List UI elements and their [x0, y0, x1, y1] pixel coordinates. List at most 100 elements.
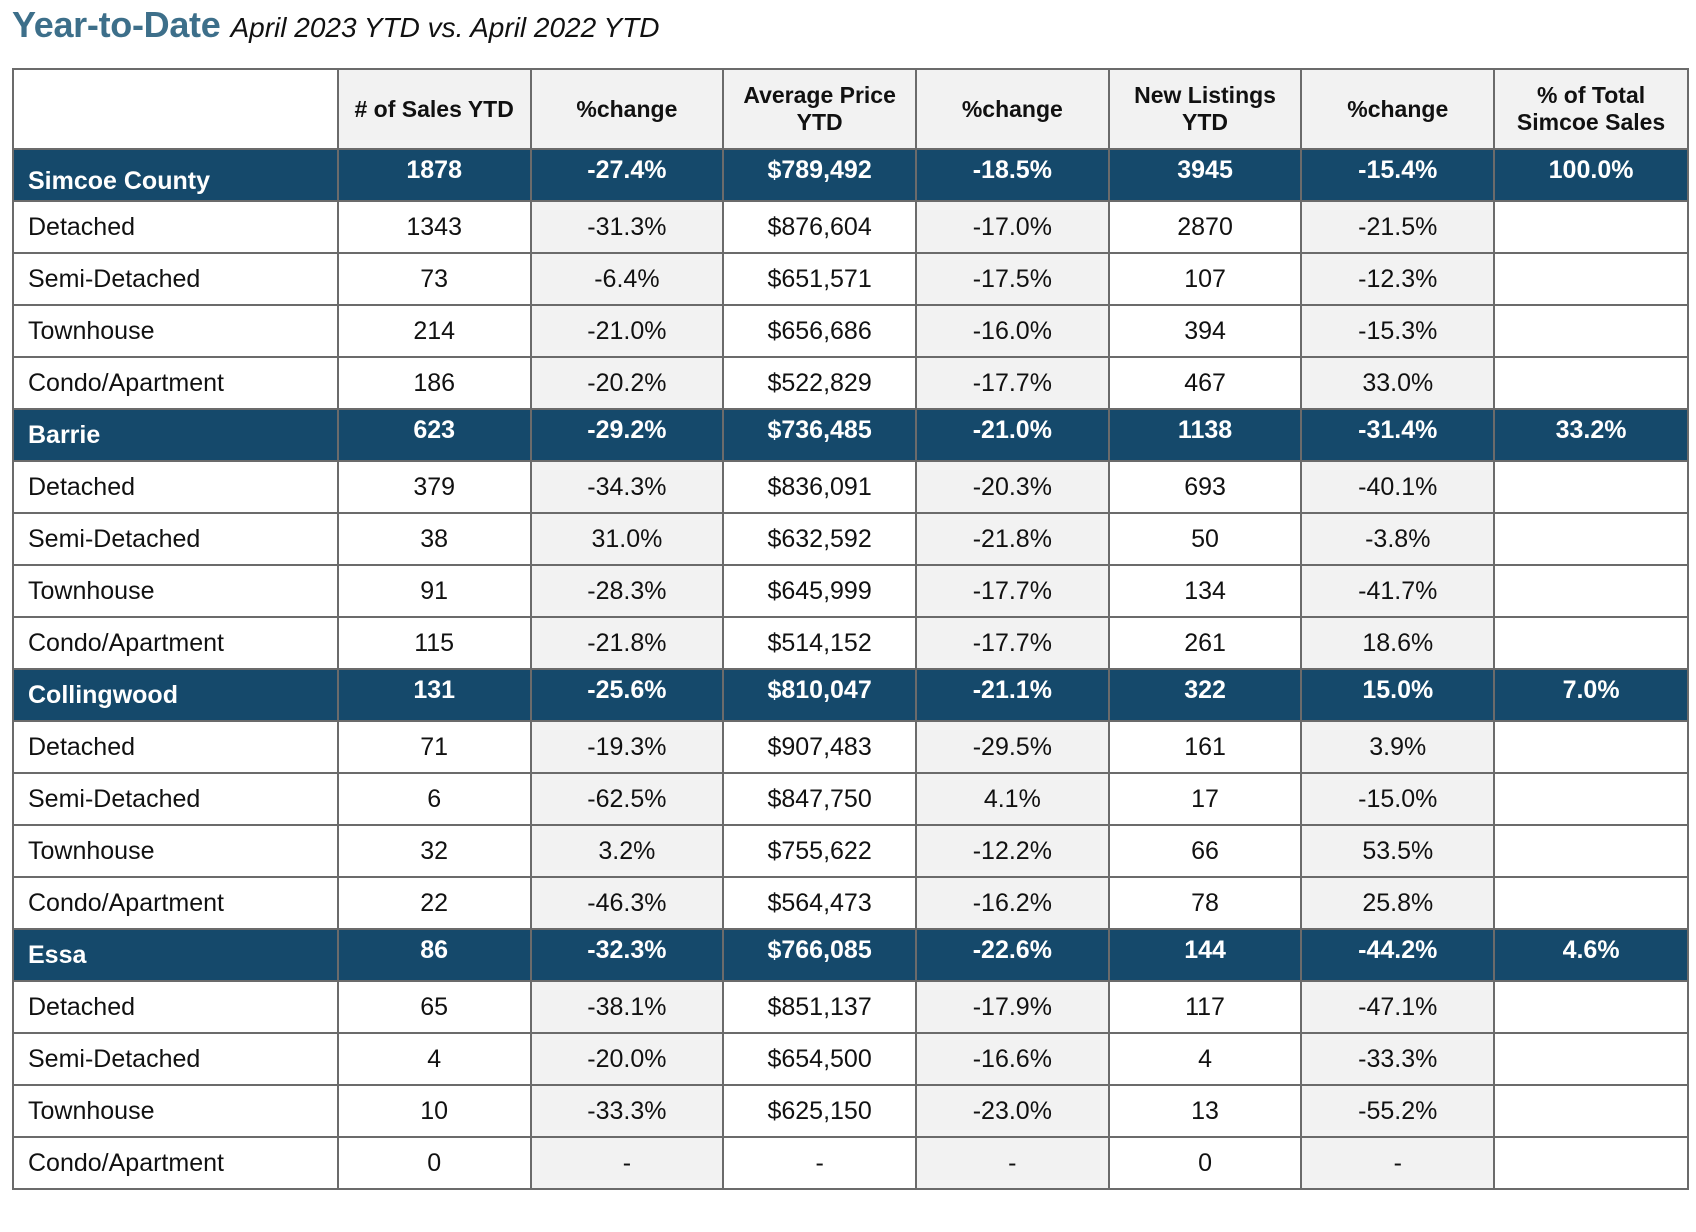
cell-percent-total: [1493, 304, 1689, 358]
cell-sales-change: 31.0%: [529, 512, 725, 566]
cell-sales-ytd: 65: [336, 980, 532, 1034]
cell-listings-change: 53.5%: [1300, 824, 1496, 878]
cell-listings-change: 25.8%: [1300, 876, 1496, 930]
cell-average-price: $851,137: [722, 980, 917, 1034]
region-cell-price-change: -18.5%: [914, 148, 1110, 202]
table-row: Detached 65 -38.1% $851,137 -17.9% 117 -47.1%: [12, 980, 1689, 1034]
cell-percent-total: [1493, 200, 1689, 254]
cell-average-price: $836,091: [722, 460, 917, 514]
table-row: Semi-Detached 73 -6.4% $651,571 -17.5% 107 -12…: [12, 252, 1689, 306]
cell-listings-change: -55.2%: [1300, 1084, 1496, 1138]
table-row: Townhouse 32 3.2% $755,622 -12.2% 66 53.5%: [12, 824, 1689, 878]
region-cell-sales-ytd: 131: [336, 668, 532, 722]
cell-average-price: $847,750: [722, 772, 917, 826]
region-cell-new-listings: 144: [1107, 928, 1303, 982]
cell-price-change: -16.0%: [914, 304, 1110, 358]
region-cell-row-label: Essa: [12, 928, 339, 982]
cell-average-price: $514,152: [722, 616, 917, 670]
cell-price-change: -20.3%: [914, 460, 1110, 514]
cell-average-price: $654,500: [722, 1032, 917, 1086]
cell-percent-total: [1493, 460, 1689, 514]
cell-sales-ytd: 1343: [336, 200, 532, 254]
cell-average-price: $656,686: [722, 304, 917, 358]
header-corner: [12, 68, 339, 150]
cell-new-listings: 17: [1107, 772, 1303, 826]
header-percent-total-sales: % of Total Simcoe Sales: [1493, 68, 1689, 150]
cell-percent-total: [1493, 772, 1689, 826]
table-row: Condo/Apartment 186 -20.2% $522,829 -17.7% 46…: [12, 356, 1689, 410]
cell-listings-change: -15.3%: [1300, 304, 1496, 358]
cell-sales-ytd: 10: [336, 1084, 532, 1138]
cell-listings-change: -3.8%: [1300, 512, 1496, 566]
table-row: Semi-Detached 4 -20.0% $654,500 -16.6% 4 -33.3…: [12, 1032, 1689, 1086]
cell-listings-change: -12.3%: [1300, 252, 1496, 306]
cell-average-price: $876,604: [722, 200, 917, 254]
region-cell-percent-total: 7.0%: [1493, 668, 1689, 722]
cell-sales-change: -: [529, 1136, 725, 1190]
cell-listings-change: 18.6%: [1300, 616, 1496, 670]
cell-row-label: Townhouse: [12, 824, 339, 878]
cell-sales-ytd: 115: [336, 616, 532, 670]
table-row: Townhouse 10 -33.3% $625,150 -23.0% 13 -55.2%: [12, 1084, 1689, 1138]
cell-percent-total: [1493, 980, 1689, 1034]
table-row: Semi-Detached 6 -62.5% $847,750 4.1% 17 -15.0%: [12, 772, 1689, 826]
cell-price-change: -12.2%: [914, 824, 1110, 878]
cell-row-label: Detached: [12, 460, 339, 514]
cell-sales-ytd: 73: [336, 252, 532, 306]
cell-price-change: -21.8%: [914, 512, 1110, 566]
cell-sales-ytd: 32: [336, 824, 532, 878]
cell-new-listings: 394: [1107, 304, 1303, 358]
header-sales-ytd: # of Sales YTD: [336, 68, 532, 150]
cell-sales-change: -21.8%: [529, 616, 725, 670]
cell-row-label: Semi-Detached: [12, 1032, 339, 1086]
cell-new-listings: 693: [1107, 460, 1303, 514]
cell-average-price: $907,483: [722, 720, 917, 774]
cell-price-change: -17.7%: [914, 356, 1110, 410]
cell-row-label: Townhouse: [12, 564, 339, 618]
region-row: Barrie 623 -29.2% $736,485 -21.0% 1138 -31.4% 3…: [12, 408, 1689, 462]
region-cell-new-listings: 3945: [1107, 148, 1303, 202]
cell-sales-change: -20.2%: [529, 356, 725, 410]
cell-price-change: -17.7%: [914, 564, 1110, 618]
cell-row-label: Townhouse: [12, 1084, 339, 1138]
cell-row-label: Condo/Apartment: [12, 356, 339, 410]
header-listings-change: %change: [1300, 68, 1496, 150]
region-cell-sales-ytd: 1878: [336, 148, 532, 202]
cell-row-label: Semi-Detached: [12, 772, 339, 826]
cell-sales-ytd: 379: [336, 460, 532, 514]
cell-price-change: -17.9%: [914, 980, 1110, 1034]
cell-sales-change: -38.1%: [529, 980, 725, 1034]
cell-sales-ytd: 214: [336, 304, 532, 358]
cell-row-label: Detached: [12, 720, 339, 774]
cell-percent-total: [1493, 616, 1689, 670]
cell-percent-total: [1493, 720, 1689, 774]
cell-sales-change: -34.3%: [529, 460, 725, 514]
cell-sales-change: -28.3%: [529, 564, 725, 618]
ytd-sales-table: # of Sales YTD %change Average Price YTD…: [12, 68, 1689, 1190]
table-body: Simcoe County 1878 -27.4% $789,492 -18.5% 394…: [12, 148, 1689, 1190]
cell-sales-change: -33.3%: [529, 1084, 725, 1138]
cell-average-price: $522,829: [722, 356, 917, 410]
cell-sales-ytd: 71: [336, 720, 532, 774]
region-row: Simcoe County 1878 -27.4% $789,492 -18.5% 394…: [12, 148, 1689, 202]
cell-percent-total: [1493, 512, 1689, 566]
region-cell-sales-change: -32.3%: [529, 928, 725, 982]
report-subtitle: April 2023 YTD vs. April 2022 YTD: [230, 12, 660, 43]
cell-listings-change: 33.0%: [1300, 356, 1496, 410]
cell-average-price: $651,571: [722, 252, 917, 306]
cell-listings-change: -21.5%: [1300, 200, 1496, 254]
region-cell-sales-change: -29.2%: [529, 408, 725, 462]
cell-listings-change: 3.9%: [1300, 720, 1496, 774]
table-row: Condo/Apartment 0- - -0-: [12, 1136, 1689, 1190]
cell-row-label: Condo/Apartment: [12, 616, 339, 670]
cell-average-price: $632,592: [722, 512, 917, 566]
cell-percent-total: [1493, 564, 1689, 618]
header-average-price-ytd: Average Price YTD: [722, 68, 917, 150]
region-cell-row-label: Simcoe County: [12, 148, 339, 202]
cell-sales-ytd: 186: [336, 356, 532, 410]
cell-percent-total: [1493, 1032, 1689, 1086]
cell-percent-total: [1493, 824, 1689, 878]
cell-average-price: -: [722, 1136, 917, 1190]
region-cell-sales-change: -27.4%: [529, 148, 725, 202]
